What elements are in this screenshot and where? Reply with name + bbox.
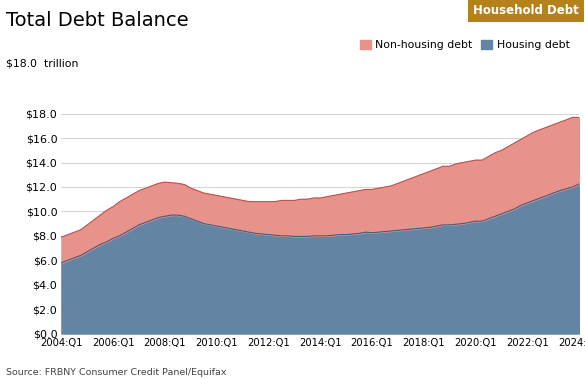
Text: Source: FRBNY Consumer Credit Panel/Equifax: Source: FRBNY Consumer Credit Panel/Equi… <box>6 368 226 377</box>
Legend: Non-housing debt, Housing debt: Non-housing debt, Housing debt <box>356 36 574 55</box>
Text: Total Debt Balance: Total Debt Balance <box>6 11 188 30</box>
Text: Household Debt: Household Debt <box>473 4 579 17</box>
Text: $18.0  trillion: $18.0 trillion <box>6 59 78 69</box>
